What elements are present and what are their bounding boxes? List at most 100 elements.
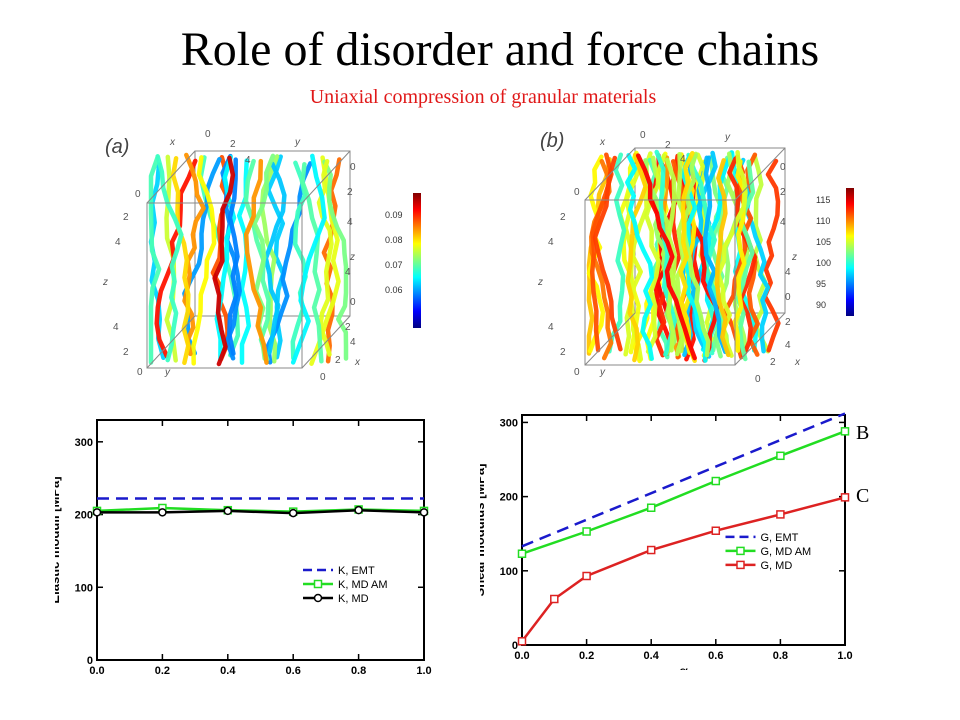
axis-tick-label: 4 bbox=[245, 155, 251, 166]
legend-marker bbox=[736, 546, 745, 556]
force-chain bbox=[586, 157, 612, 356]
force-chain bbox=[322, 159, 349, 361]
force-chain bbox=[678, 150, 697, 364]
axis-name-label: y bbox=[294, 137, 301, 148]
force-chain bbox=[735, 159, 756, 362]
force-chain bbox=[625, 153, 655, 361]
force-chain bbox=[727, 156, 758, 358]
cube-edge bbox=[734, 147, 786, 201]
axis-tick-label: 4 bbox=[785, 267, 791, 278]
slide-title: Role of disorder and force chains bbox=[180, 23, 820, 76]
axis-tick-label: 0 bbox=[350, 162, 356, 173]
cube-edge bbox=[734, 312, 786, 366]
data-point bbox=[354, 505, 363, 515]
colorbar-tick-label: 100 bbox=[816, 258, 831, 268]
axis-tick-label: 2 bbox=[780, 187, 786, 198]
force-chain bbox=[210, 154, 232, 362]
data-point bbox=[223, 506, 233, 516]
legend-label: K, EMT bbox=[338, 565, 375, 577]
x-tick-label: 0.0 bbox=[514, 650, 529, 662]
series-line bbox=[521, 496, 846, 643]
data-point bbox=[776, 510, 785, 519]
force-chain bbox=[654, 149, 677, 357]
axis-name-label: y bbox=[164, 367, 171, 378]
legend-label: G, MD AM bbox=[760, 546, 811, 558]
colorbar-tick-label: 115 bbox=[816, 195, 830, 205]
data-point bbox=[517, 549, 527, 558]
legend-label: G, EMT bbox=[760, 532, 798, 544]
force-chain bbox=[243, 158, 269, 365]
y-tick-label: 300 bbox=[500, 417, 518, 429]
force-chain bbox=[212, 155, 236, 367]
legend-marker bbox=[313, 579, 323, 589]
x-axis-label: α bbox=[679, 664, 688, 670]
force-chain bbox=[182, 152, 206, 357]
data-point bbox=[582, 571, 591, 581]
data-point bbox=[582, 527, 591, 536]
series-line bbox=[97, 508, 425, 515]
axis-tick-label: 2 bbox=[123, 212, 129, 223]
x-tick-label: 0.8 bbox=[351, 665, 366, 677]
axis-tick-label: 2 bbox=[560, 212, 566, 223]
y-tick-label: 0 bbox=[87, 655, 93, 667]
y-tick-label: 100 bbox=[500, 566, 518, 578]
force-chain bbox=[214, 154, 237, 362]
axis-tick-label: 0 bbox=[574, 367, 580, 378]
axis-tick-label: 4 bbox=[680, 154, 686, 165]
force-chain bbox=[709, 155, 730, 353]
curve-label-b: B bbox=[856, 422, 870, 444]
cube-edge bbox=[301, 150, 351, 204]
legend-label: K, MD bbox=[338, 593, 369, 605]
y-tick-label: 200 bbox=[500, 492, 518, 504]
force-chain bbox=[259, 154, 280, 364]
data-point bbox=[550, 594, 559, 604]
y-axis-label: Elastic moduli [MPa] bbox=[55, 476, 62, 603]
data-point bbox=[776, 451, 785, 461]
x-tick-label: 0.2 bbox=[155, 665, 170, 677]
x-tick-label: 0.0 bbox=[89, 665, 104, 677]
cube-front-face bbox=[146, 202, 303, 369]
axis-tick-label: 0 bbox=[137, 367, 143, 378]
elastic-moduli-chart: 0.0 0.2 0.4 0.6 0.8 1.0 0 100 200 300 α Elastic mod… bbox=[55, 419, 432, 680]
force-chain bbox=[592, 155, 623, 352]
axis-tick-label: 4 bbox=[115, 237, 121, 248]
colorbar-tick-label: 0.08 bbox=[385, 235, 403, 245]
force-chain bbox=[714, 158, 731, 358]
axis-tick-label: 0 bbox=[350, 297, 356, 308]
x-tick-label: 0.6 bbox=[286, 665, 301, 677]
axis-name-label: z bbox=[349, 252, 355, 263]
colorbar-tick-label: 0.07 bbox=[385, 260, 403, 270]
colorbar-tick-label: 95 bbox=[816, 279, 826, 289]
data-point bbox=[711, 526, 721, 535]
axis-name-label: x bbox=[794, 357, 801, 368]
axis-tick-label: 4 bbox=[345, 267, 351, 278]
cube-edge bbox=[301, 315, 351, 369]
axis-tick-label: 4 bbox=[548, 237, 554, 248]
axis-tick-label: 4 bbox=[347, 217, 353, 228]
data-point bbox=[840, 493, 850, 502]
axis-tick-label: 2 bbox=[560, 347, 566, 358]
data-point bbox=[646, 503, 656, 512]
legend-marker bbox=[313, 593, 323, 603]
axis-tick-label: 0 bbox=[205, 129, 211, 140]
cube-front-face bbox=[584, 199, 736, 366]
data-point bbox=[92, 508, 102, 517]
legend-label: K, MD AM bbox=[338, 579, 388, 591]
axis-name-label: z bbox=[102, 277, 108, 288]
axis-tick-label: 0 bbox=[135, 189, 141, 200]
cube-edge bbox=[584, 147, 636, 201]
colorbar-tick-label: 0.09 bbox=[385, 210, 403, 220]
data-point bbox=[517, 637, 527, 646]
force-chain bbox=[682, 151, 711, 358]
force-chain bbox=[290, 153, 327, 365]
axis-tick-label: 2 bbox=[123, 347, 129, 358]
axis-tick-label: 4 bbox=[780, 217, 786, 228]
axis-name-label: z bbox=[537, 277, 543, 288]
axis-tick-label: 2 bbox=[335, 355, 341, 366]
plot-frame bbox=[521, 414, 846, 646]
data-point bbox=[419, 508, 429, 517]
x-axis-label: α bbox=[256, 679, 265, 680]
axis-tick-label: 0 bbox=[755, 374, 761, 385]
panel-label: (b) bbox=[540, 130, 564, 152]
